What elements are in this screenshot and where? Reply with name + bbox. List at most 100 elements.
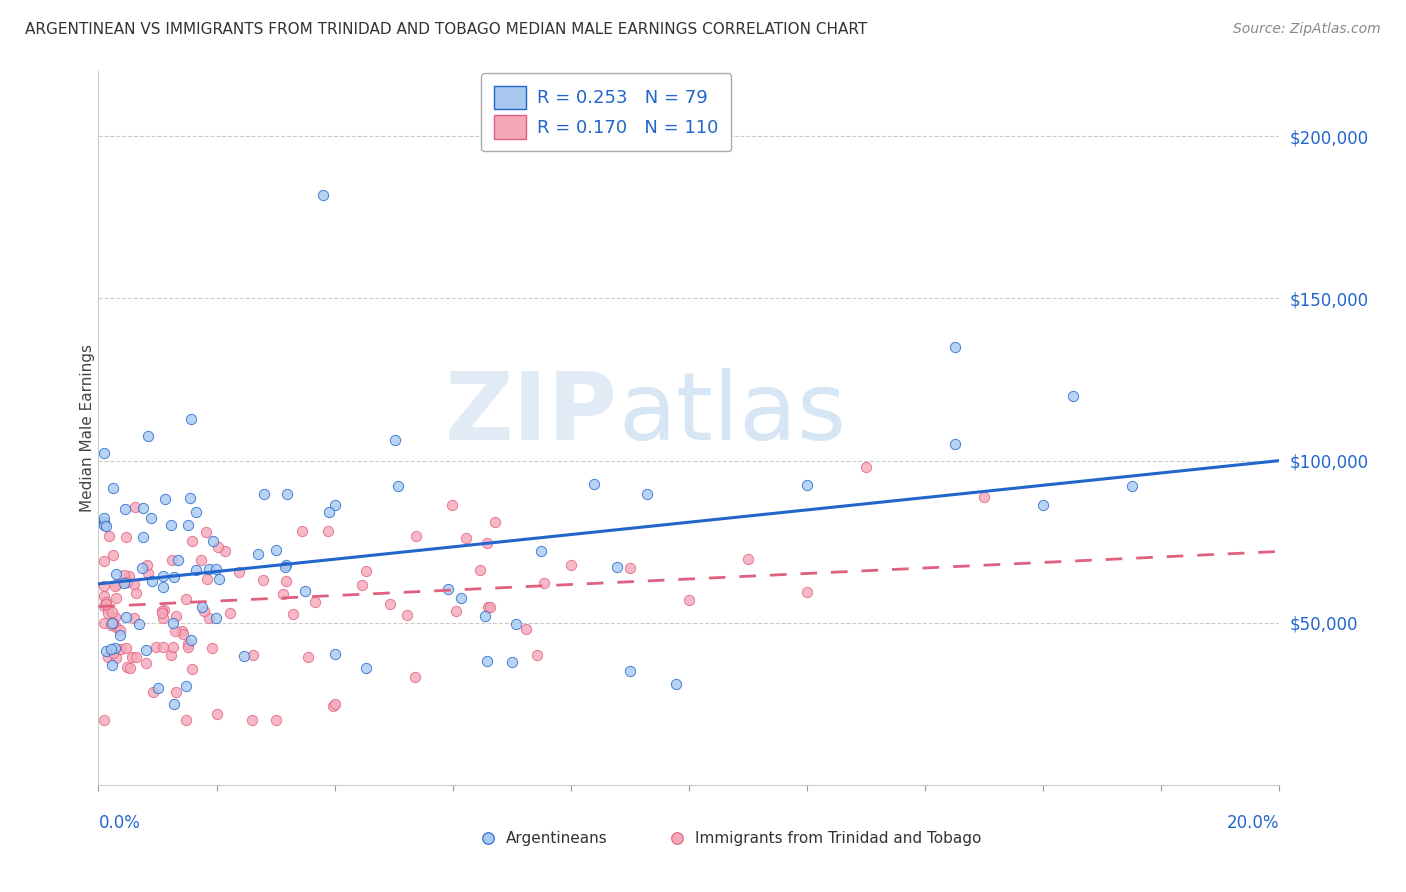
Point (322, 698, 344, 713)
Point (318, 524, 340, 539)
Point (132, 531, 155, 545)
Point (177, 637, 200, 651)
Point (323, 647, 346, 661)
Point (352, 578, 374, 592)
Text: Immigrants from Trinidad and Tobago: Immigrants from Trinidad and Tobago (695, 831, 981, 846)
Point (678, 593, 700, 607)
Point (264, 542, 287, 557)
Point (93, 553, 115, 567)
Point (141, 574, 163, 588)
Point (97, 600, 120, 615)
Point (153, 491, 176, 506)
Point (533, 575, 555, 590)
Point (276, 487, 298, 501)
Point (198, 610, 221, 624)
Point (387, 479, 409, 493)
Point (468, 563, 491, 577)
Point (165, 608, 187, 623)
Point (184, 563, 207, 577)
Point (354, 564, 377, 578)
Point (274, 560, 297, 574)
Point (440, 498, 463, 512)
Point (104, 579, 127, 593)
Text: atlas: atlas (619, 368, 846, 460)
Point (135, 657, 157, 671)
Point (304, 595, 326, 609)
Point (160, 517, 183, 532)
Point (444, 604, 467, 618)
Point (318, 505, 340, 519)
Point (152, 640, 174, 654)
Point (180, 662, 202, 676)
Point (207, 540, 229, 554)
Text: Source: ZipAtlas.com: Source: ZipAtlas.com (1233, 22, 1381, 37)
Point (104, 566, 127, 581)
Point (135, 643, 157, 657)
Point (167, 552, 190, 566)
Point (195, 572, 218, 586)
Point (103, 548, 125, 562)
Point (145, 640, 167, 654)
Point (162, 616, 184, 631)
Point (180, 412, 202, 426)
Point (100, 658, 122, 673)
Point (198, 561, 221, 575)
Point (281, 607, 304, 622)
Point (122, 610, 145, 624)
Point (153, 603, 176, 617)
Point (160, 553, 183, 567)
Point (606, 560, 628, 574)
Point (242, 648, 264, 663)
Point (450, 591, 472, 605)
Point (276, 558, 298, 572)
Point (93, 589, 115, 603)
Point (228, 566, 250, 580)
Point (150, 606, 173, 620)
Point (477, 654, 499, 668)
Point (796, 585, 818, 599)
Point (583, 477, 606, 491)
Point (136, 428, 159, 442)
Point (973, 490, 995, 504)
Point (152, 580, 174, 594)
Point (103, 647, 125, 661)
Point (115, 610, 138, 624)
Point (264, 713, 287, 727)
Point (105, 651, 128, 665)
Point (105, 620, 128, 634)
Point (354, 661, 377, 675)
Text: ZIP: ZIP (446, 368, 619, 460)
Point (159, 648, 181, 662)
Point (191, 600, 214, 615)
Point (124, 500, 146, 514)
Point (619, 665, 641, 679)
Point (112, 568, 135, 582)
Point (526, 648, 548, 662)
Point (179, 491, 201, 505)
Point (214, 544, 236, 558)
Point (665, 677, 688, 691)
Point (195, 524, 218, 539)
Point (172, 624, 194, 638)
Point (176, 592, 198, 607)
Point (271, 586, 294, 600)
Point (93, 616, 115, 631)
Point (855, 460, 877, 475)
Point (796, 477, 818, 491)
Point (104, 610, 127, 624)
Point (201, 641, 224, 656)
Point (110, 642, 132, 657)
Point (456, 532, 478, 546)
Text: 20.0%: 20.0% (1227, 814, 1279, 831)
Point (115, 659, 138, 673)
Point (943, 437, 966, 451)
Point (323, 697, 346, 711)
Point (636, 487, 658, 501)
Point (142, 684, 165, 698)
Point (104, 640, 127, 655)
Point (118, 661, 141, 675)
Point (103, 615, 125, 630)
Point (114, 502, 136, 516)
Point (101, 615, 124, 630)
Point (125, 586, 148, 600)
